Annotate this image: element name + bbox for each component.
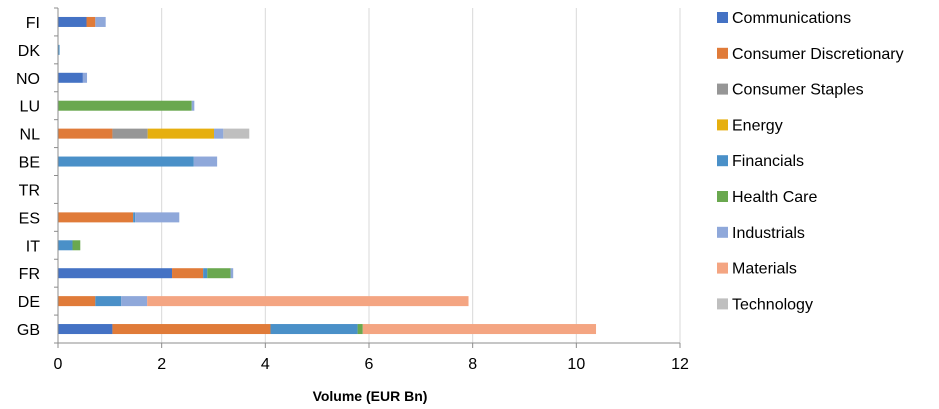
bar-ES-financials [133, 212, 136, 223]
legend-label-energy: Energy [732, 117, 783, 134]
bar-IT-financials [58, 240, 73, 251]
x-tick-label-4: 4 [261, 356, 270, 373]
bar-GB-financials [270, 324, 358, 335]
bar-DK-financials [58, 44, 60, 55]
x-tick-label-12: 12 [671, 356, 689, 373]
y-tick-label-DK: DK [18, 43, 41, 60]
gridlines [161, 8, 681, 343]
legend-swatch-financials [717, 155, 728, 167]
bar-NO-communications [58, 72, 83, 83]
legend-swatch-technology [717, 298, 728, 310]
y-tick-label-BE: BE [19, 155, 40, 172]
y-tick-label-TR: TR [19, 182, 40, 199]
legend-label-health-care: Health Care [732, 189, 817, 206]
y-tick-label-NO: NO [16, 71, 40, 88]
legend-swatch-health-care [717, 191, 728, 202]
legend-swatch-materials [717, 262, 728, 274]
y-tick-label-ES: ES [19, 210, 40, 227]
x-tick-label-2: 2 [157, 356, 166, 373]
bar-NL-technology [223, 128, 250, 139]
bar-FI-consumer-discretionary [86, 16, 96, 27]
bar-FI-industrials [95, 16, 106, 27]
x-tick-label-10: 10 [567, 356, 585, 373]
bar-DE-financials [95, 296, 122, 307]
bar-BE-industrials [193, 156, 218, 167]
legend-swatch-industrials [717, 226, 728, 238]
x-tick-label-8: 8 [468, 356, 477, 373]
bar-GB-materials [362, 324, 597, 335]
bar-NL-energy [147, 128, 215, 139]
x-tick-label-0: 0 [54, 356, 63, 373]
y-tick-label-GB: GB [17, 322, 40, 339]
bars [58, 16, 597, 335]
legend-swatch-energy [717, 119, 728, 131]
legend-label-communications: Communications [732, 10, 851, 27]
axes: FI DK NO LU NL BE TR ES IT FR DE GB 0 2 4 6 8 10 12 [16, 7, 689, 373]
bar-GB-consumer-discretionary [112, 324, 271, 335]
bar-LU-health-care [58, 100, 192, 111]
x-axis-title: Volume (EUR Bn) [313, 388, 428, 404]
bar-FR-health-care [207, 268, 231, 279]
bar-DE-materials [147, 296, 469, 307]
legend-swatch-consumer-staples [717, 83, 728, 95]
bar-GB-communications [58, 324, 113, 335]
bar-DE-industrials [121, 296, 148, 307]
bar-NO-industrials [82, 72, 88, 83]
y-tick-label-NL: NL [20, 127, 41, 144]
legend-swatch-consumer-discretionary [717, 47, 728, 59]
bar-FR-communications [58, 268, 173, 279]
legend-label-technology: Technology [732, 296, 813, 313]
bar-FR-financials [203, 268, 208, 279]
bar-ES-industrials [135, 212, 180, 223]
bar-DE-consumer-discretionary [58, 296, 96, 307]
y-tick-label-DE: DE [18, 294, 40, 311]
bar-GB-health-care [357, 324, 363, 335]
legend-label-consumer-staples: Consumer Staples [732, 82, 864, 99]
legend-label-industrials: Industrials [732, 225, 805, 242]
legend-label-consumer-discretionary: Consumer Discretionary [732, 46, 904, 63]
bar-BE-financials [58, 156, 194, 167]
x-tick-label-6: 6 [365, 356, 374, 373]
bar-ES-consumer-discretionary [58, 212, 134, 223]
bar-FR-consumer-discretionary [172, 268, 204, 279]
bar-FR-industrials [230, 268, 234, 279]
y-tick-label-FR: FR [19, 266, 40, 283]
legend: Communications Consumer Discretionary Cons… [717, 10, 904, 313]
bar-IT-health-care [72, 240, 81, 251]
bar-FI-communications [58, 16, 87, 27]
bar-NL-consumer-staples [112, 128, 148, 139]
bar-NL-industrials [214, 128, 224, 139]
legend-label-materials: Materials [732, 261, 797, 278]
bar-NL-consumer-discretionary [58, 128, 113, 139]
legend-label-financials: Financials [732, 153, 804, 170]
y-tick-label-IT: IT [26, 238, 40, 255]
y-tick-label-FI: FI [26, 15, 40, 32]
y-tick-label-LU: LU [20, 99, 40, 116]
legend-swatch-communications [717, 12, 728, 23]
bar-LU-industrials [191, 100, 195, 111]
